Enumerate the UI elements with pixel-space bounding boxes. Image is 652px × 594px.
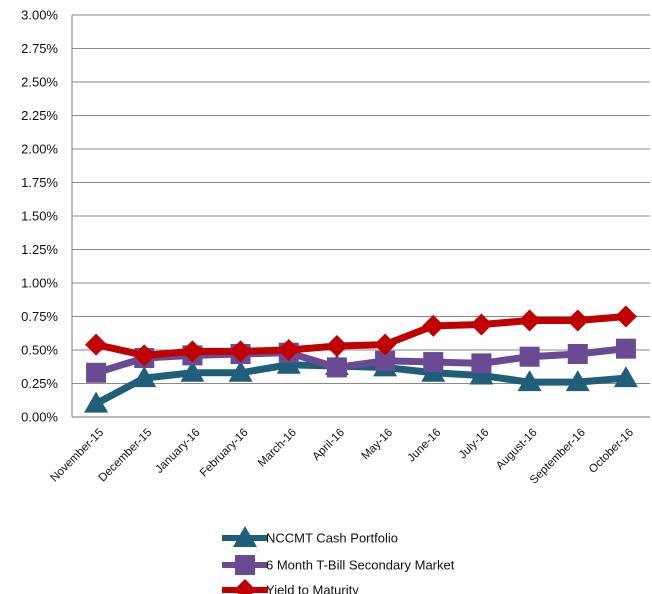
legend-item: NCCMT Cash Portfolio <box>222 526 398 547</box>
y-tick-label: 0.75% <box>21 309 58 324</box>
data-point <box>277 339 300 361</box>
data-point <box>276 352 301 374</box>
data-point <box>181 340 204 363</box>
legend: NCCMT Cash Portfolio 6 Month T-Bill Secon… <box>222 526 455 594</box>
y-tick-label: 2.00% <box>21 142 58 157</box>
data-point <box>422 314 445 337</box>
data-point <box>228 360 253 382</box>
x-tick-label: January-16 <box>153 427 202 476</box>
x-tick-label: April-16 <box>311 427 348 464</box>
data-point <box>85 333 108 356</box>
x-tick-label: August-16 <box>494 427 540 473</box>
data-point <box>469 363 494 385</box>
series-group <box>84 305 638 413</box>
data-point <box>614 305 637 328</box>
x-tick-label: October-16 <box>587 427 636 476</box>
series-line <box>94 361 627 407</box>
data-point <box>375 350 396 371</box>
data-point <box>180 360 205 382</box>
series-2 <box>85 305 637 367</box>
y-tick-label: 1.00% <box>21 276 58 291</box>
data-point <box>613 366 638 388</box>
data-point <box>229 340 252 363</box>
legend-item: Yield to Maturity <box>222 579 359 594</box>
legend-marker <box>234 579 256 594</box>
data-point <box>470 313 493 336</box>
legend-marker <box>233 526 257 547</box>
data-point <box>133 344 156 367</box>
x-tick-label: February-16 <box>198 427 251 480</box>
legend-marker <box>235 555 255 575</box>
data-point <box>566 309 589 332</box>
data-point <box>518 309 541 332</box>
y-tick-label: 1.25% <box>21 242 58 257</box>
data-point <box>86 362 107 383</box>
data-point <box>517 370 542 392</box>
legend-item: 6 Month T-Bill Secondary Market <box>222 555 455 575</box>
y-tick-label: 1.50% <box>21 209 58 224</box>
x-tick-label: June-16 <box>405 427 443 465</box>
y-axis-ticks: 0.00% 0.25% 0.50% 0.75% 1.00% 1.25% 1.50% 1.75%… <box>21 8 58 425</box>
x-tick-label: March-16 <box>256 427 299 470</box>
data-point <box>615 338 636 359</box>
data-point <box>84 391 109 413</box>
x-axis-ticks: November-15December-15January-16February… <box>48 427 636 487</box>
legend-label: Yield to Maturity <box>266 583 359 594</box>
x-tick-label: May-16 <box>360 427 396 463</box>
y-tick-label: 2.50% <box>21 75 58 90</box>
grid-lines <box>71 14 650 418</box>
y-tick-label: 3.00% <box>21 8 58 23</box>
y-tick-label: 0.50% <box>21 343 58 358</box>
data-point <box>325 334 348 357</box>
y-tick-label: 0.00% <box>21 410 58 425</box>
data-point <box>567 344 588 365</box>
legend-label: NCCMT Cash Portfolio <box>266 531 398 546</box>
data-point <box>471 353 492 374</box>
data-point <box>374 333 397 356</box>
y-tick-label: 2.75% <box>21 41 58 56</box>
data-point <box>423 352 444 373</box>
y-tick-label: 2.25% <box>21 108 58 123</box>
data-point <box>132 366 157 388</box>
y-tick-label: 0.25% <box>21 376 58 391</box>
data-point <box>565 370 590 392</box>
legend-label: 6 Month T-Bill Secondary Market <box>266 558 455 573</box>
y-tick-label: 1.75% <box>21 175 58 190</box>
data-point <box>519 346 540 367</box>
x-tick-label: July-16 <box>457 427 492 462</box>
data-point <box>326 357 347 378</box>
